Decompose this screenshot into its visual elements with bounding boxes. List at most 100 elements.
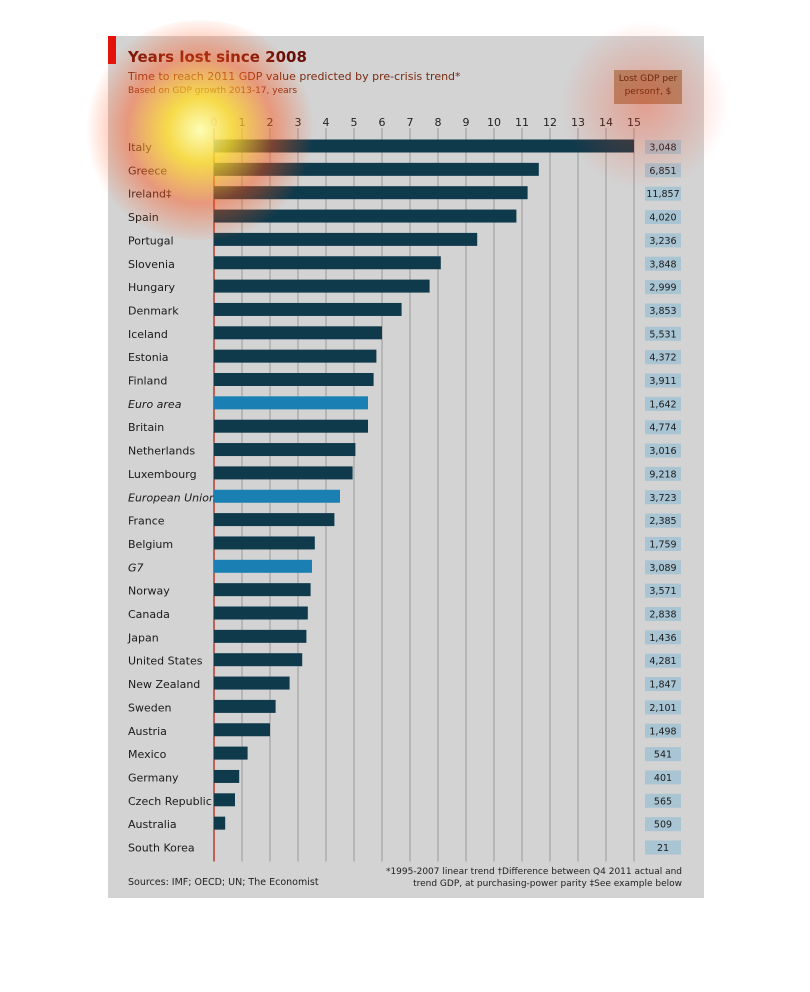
category-label: Greece: [128, 164, 167, 177]
bar: [214, 559, 312, 573]
lost-gdp-value: 1,436: [649, 633, 676, 644]
category-label: Mexico: [128, 748, 167, 761]
category-label: Euro area: [128, 398, 182, 411]
x-tick-label: 1: [239, 116, 246, 129]
value-box: [645, 793, 681, 808]
category-label: Hungary: [128, 281, 175, 294]
value-box: [645, 163, 681, 178]
category-label: Finland: [128, 375, 167, 388]
lost-gdp-value: 565: [654, 796, 672, 807]
x-tick-label: 15: [627, 116, 641, 129]
bar: [214, 769, 240, 783]
bar: [214, 349, 377, 363]
value-box: [645, 677, 681, 692]
category-label: Portugal: [128, 234, 174, 247]
value-box: [645, 466, 681, 481]
bar: [214, 162, 539, 176]
value-box: [645, 770, 681, 785]
x-tick-label: 5: [351, 116, 358, 129]
value-box: [645, 326, 681, 341]
lost-gdp-value: 3,853: [649, 306, 676, 317]
bar: [214, 793, 235, 807]
bar: [214, 279, 430, 293]
bar: [214, 302, 402, 316]
category-label: Austria: [128, 725, 167, 738]
lost-gdp-value: 4,281: [649, 656, 676, 667]
lost-gdp-value: 541: [654, 750, 672, 761]
value-box: [645, 280, 681, 295]
lost-gdp-value: 3,571: [649, 586, 676, 597]
category-label: New Zealand: [128, 678, 200, 691]
bar: [214, 139, 634, 153]
x-tick-label: 0: [211, 116, 218, 129]
lost-gdp-value: 11,857: [646, 189, 679, 200]
category-label: Norway: [128, 585, 170, 598]
category-label: Sweden: [128, 701, 171, 714]
value-box: [645, 723, 681, 738]
lost-gdp-value: 401: [654, 773, 672, 784]
lost-gdp-value: 3,048: [649, 143, 676, 154]
chart-sources: Sources: IMF; OECD; UN; The Economist: [128, 877, 319, 888]
lost-gdp-value: 1,759: [649, 539, 676, 550]
category-label: United States: [128, 655, 203, 668]
value-box: [645, 443, 681, 458]
value-box: [645, 373, 681, 388]
category-label: European Union: [128, 491, 216, 504]
value-box: [645, 817, 681, 832]
bar: [214, 723, 270, 737]
category-label: Denmark: [128, 304, 179, 317]
value-box: [645, 140, 681, 154]
value-box: [645, 840, 681, 855]
value-box: [645, 630, 681, 645]
lost-gdp-value: 3,089: [649, 563, 676, 574]
bar: [214, 606, 308, 620]
lost-gdp-header: Lost GDP per person†, $: [614, 70, 682, 104]
lost-gdp-value: 3,848: [649, 259, 676, 270]
lost-gdp-value: 2,999: [649, 283, 676, 294]
lost-gdp-value: 4,372: [649, 353, 676, 364]
category-label: Estonia: [128, 351, 169, 364]
x-tick-label: 8: [435, 116, 442, 129]
category-label: Italy: [128, 141, 152, 154]
bar: [214, 419, 368, 433]
value-box: [645, 700, 681, 715]
value-box: [645, 233, 681, 248]
value-box: [645, 747, 681, 762]
bar: [214, 489, 340, 503]
bar: [214, 629, 307, 643]
lost-gdp-value: 3,723: [649, 493, 676, 504]
x-tick-label: 2: [267, 116, 274, 129]
value-box: [645, 420, 681, 435]
lost-gdp-value: 3,911: [649, 376, 676, 387]
category-label: Ireland‡: [128, 188, 172, 201]
lost-gdp-value: 509: [654, 820, 672, 831]
lost-gdp-value: 3,236: [649, 236, 676, 247]
category-label: Canada: [128, 608, 170, 621]
x-tick-label: 11: [515, 116, 529, 129]
bar: [214, 209, 517, 223]
category-label: Britain: [128, 421, 164, 434]
lost-gdp-value: 1,498: [649, 726, 676, 737]
x-tick-label: 12: [543, 116, 557, 129]
bar: [214, 396, 368, 410]
lost-gdp-value: 3,016: [649, 446, 676, 457]
bar: [214, 536, 315, 550]
chart-footnote: *1995-2007 linear trend †Difference betw…: [385, 867, 682, 889]
value-box: [645, 186, 681, 201]
x-tick-label: 4: [323, 116, 330, 129]
category-label: France: [128, 515, 165, 528]
bar: [214, 443, 356, 457]
bar: [214, 186, 528, 200]
x-tick-label: 3: [295, 116, 302, 129]
bar: [214, 746, 248, 760]
lost-gdp-value: 21: [657, 843, 669, 854]
lost-gdp-value: 4,774: [649, 423, 676, 434]
category-label: Belgium: [128, 538, 173, 551]
bar: [214, 676, 290, 690]
x-tick-label: 9: [463, 116, 470, 129]
category-label: G7: [128, 561, 144, 574]
bar: [214, 326, 382, 340]
lost-gdp-value: 1,847: [649, 680, 676, 691]
value-box: [645, 583, 681, 598]
